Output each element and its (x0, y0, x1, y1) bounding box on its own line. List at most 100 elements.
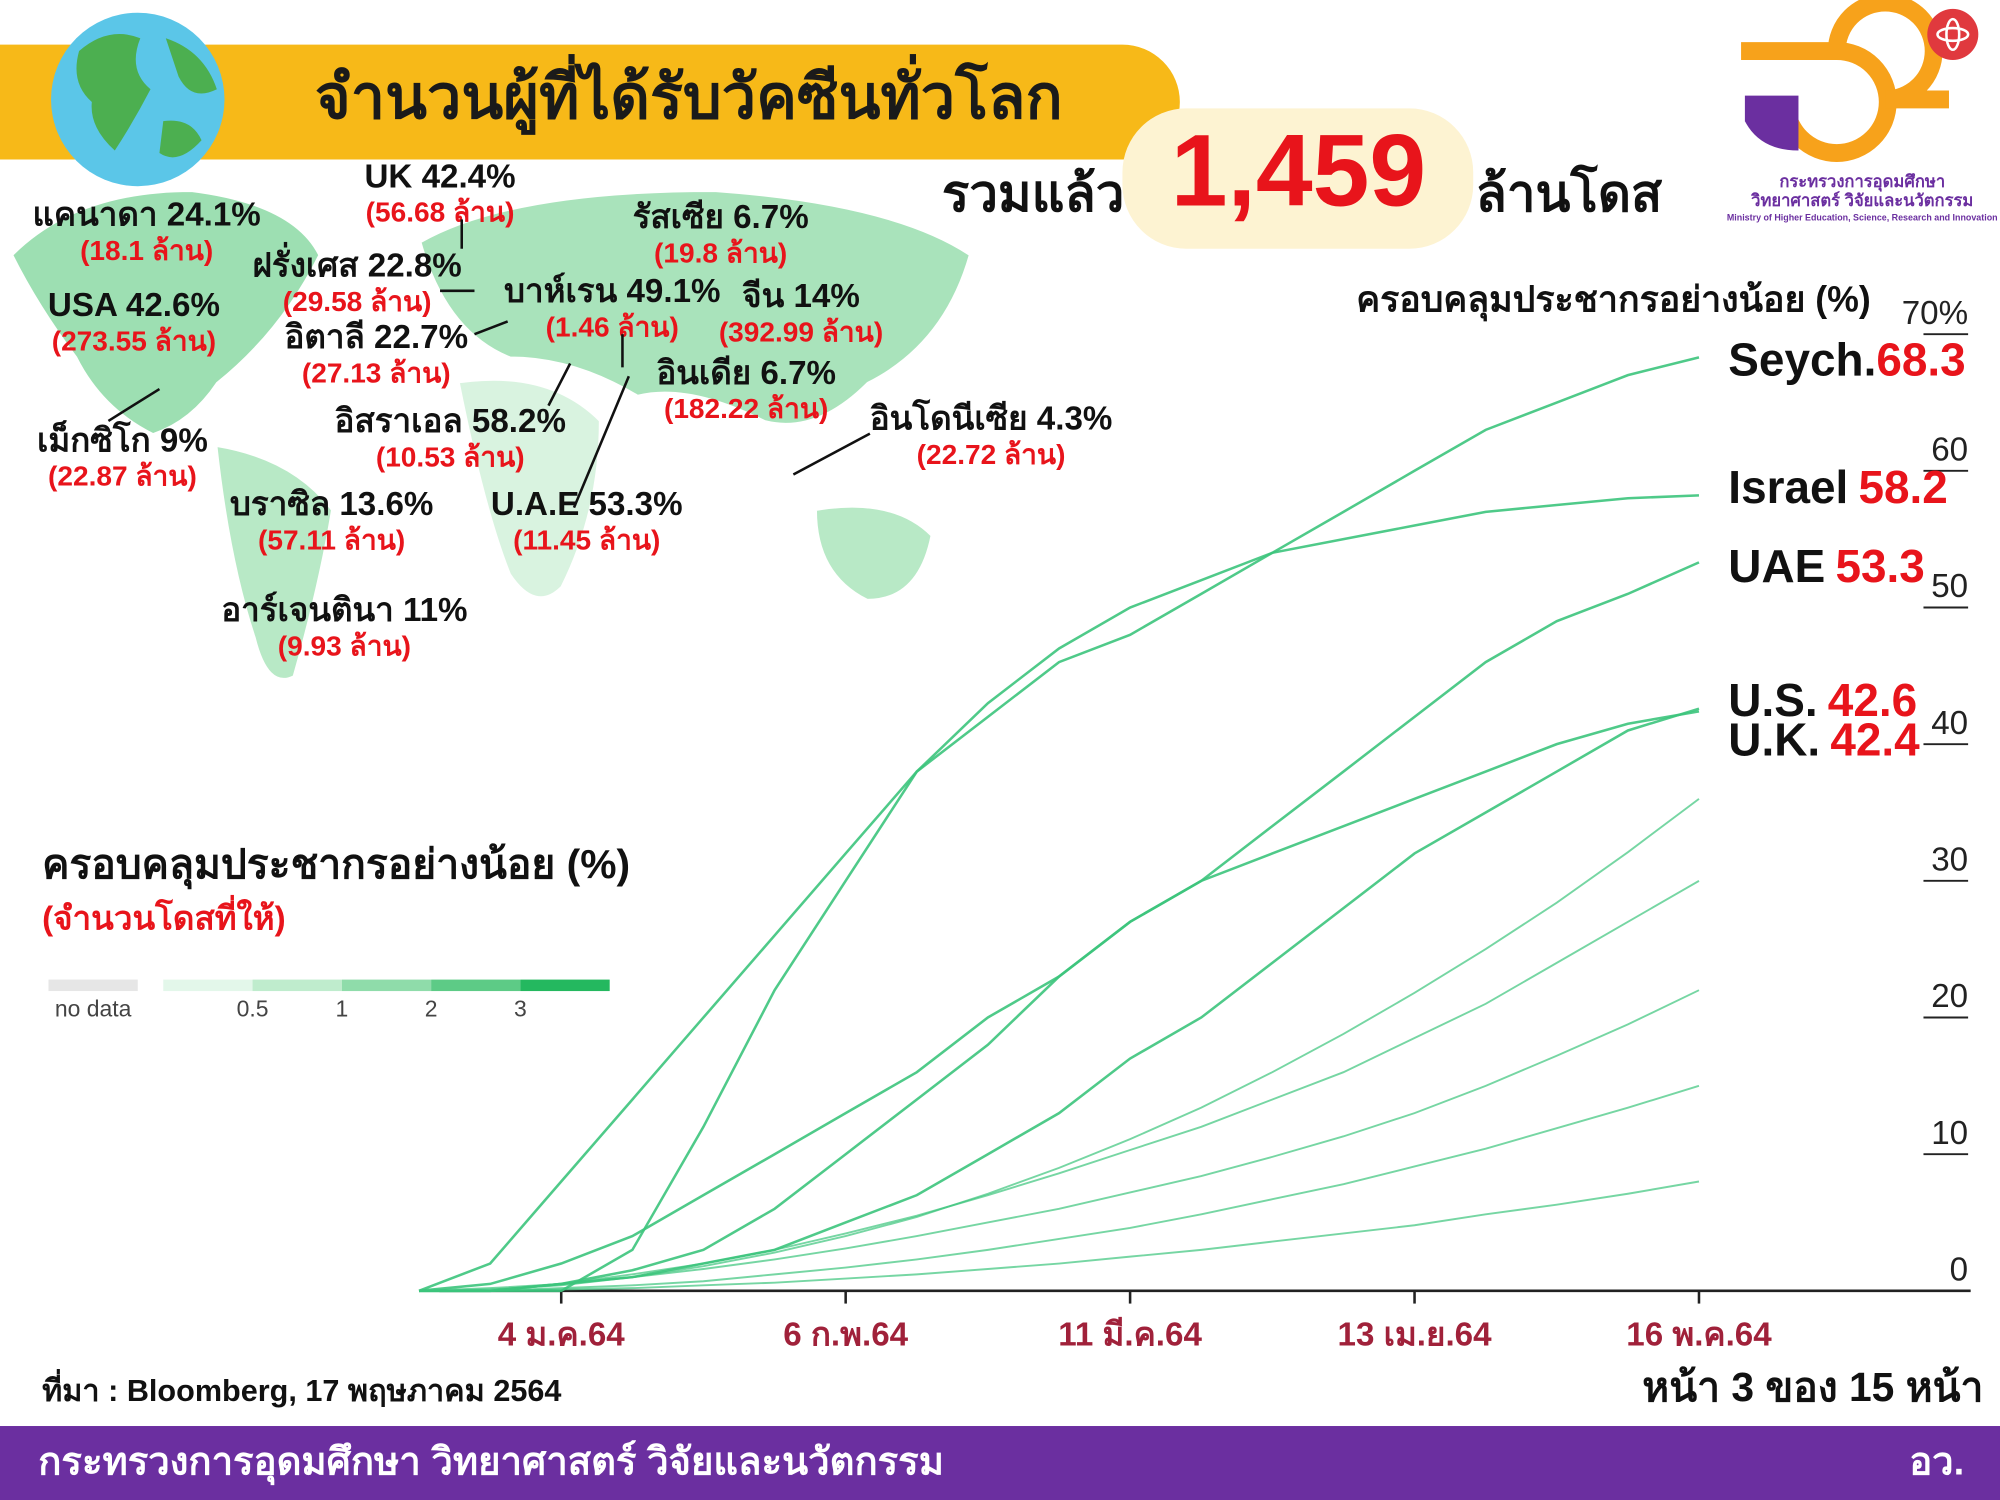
series-name: U.S. (1728, 674, 1817, 726)
y-tick-label: 70% (1902, 295, 1968, 332)
legend-swatch (341, 979, 432, 992)
country-doses: (182.22 ล้าน) (664, 393, 828, 424)
ministry-short: อว. (1909, 1440, 1964, 1483)
y-tick-label: 0 (1950, 1251, 1968, 1288)
legend-swatch (48, 979, 138, 992)
country-name: อินเดีย 6.7% (656, 354, 836, 392)
country-doses: (11.45 ล้าน) (513, 524, 660, 555)
country-doses: (392.99 ล้าน) (719, 317, 883, 348)
series-line (418, 561, 1700, 1293)
total: 1,459 (1171, 114, 1426, 228)
x-tick-label: 11 มี.ค.64 (1058, 1316, 1202, 1354)
series-line (419, 710, 1700, 1293)
logo-line: วิทยาศาสตร์ วิจัยและนวัตกรรม (1750, 191, 1973, 210)
series-line (418, 989, 1700, 1292)
country-name: เม็กซิโก 9% (37, 419, 208, 459)
series-value: 58.2 (1858, 461, 1947, 513)
y-tick-label: 30 (1931, 841, 1968, 878)
logo-line: Ministry of Higher Education, Science, R… (1727, 212, 1998, 222)
series-line (419, 707, 1700, 1293)
series-value: 42.6 (1828, 674, 1917, 726)
country-name: U.A.E 53.3% (491, 486, 683, 523)
country-doses: (19.8 ล้าน) (654, 238, 787, 269)
country-name: อิตาลี 22.7% (284, 318, 468, 356)
series-name: Seych. (1728, 334, 1876, 386)
legend-label: no data (55, 995, 132, 1021)
x-tick-label: 13 เม.ย.64 (1338, 1317, 1493, 1354)
legend-swatch (520, 979, 610, 992)
series-label: U.S. 42.6 (1728, 674, 1917, 726)
title: จำนวนผู้ที่ได้รับวัคซีนทั่วโลก (315, 54, 1063, 135)
country-doses: (273.55 ล้าน) (52, 326, 216, 357)
logo (1741, 0, 1979, 162)
series-line (419, 1180, 1700, 1292)
series-label: Israel 58.2 (1728, 461, 1948, 513)
series-value: 42.4 (1830, 714, 1920, 766)
country-name: รัสเซีย 6.7% (633, 198, 809, 236)
header-band (0, 44, 1180, 160)
country-name: USA 42.6% (48, 287, 220, 324)
ministry: กระทรวงการอุดมศึกษา วิทยาศาสตร์ วิจัยและ… (38, 1439, 944, 1485)
source: ที่มา : Bloomberg, 17 พฤษภาคม 2564 (42, 1369, 561, 1408)
country-name: อาร์เจนตินา 11% (221, 591, 467, 629)
total-box (1122, 108, 1474, 249)
legend-label: 3 (514, 995, 527, 1021)
country-name: UK 42.4% (364, 158, 515, 195)
series-line (419, 1084, 1700, 1292)
series-value: 53.3 (1835, 540, 1924, 592)
series-name: UAE (1728, 540, 1825, 592)
total-prefix: รวมแล้ว (942, 165, 1124, 222)
country-doses: (1.46 ล้าน) (546, 311, 679, 342)
legend-title: ครอบคลุมประชากรอย่างน้อย (%) (42, 841, 630, 890)
legend-subtitle: (จำนวนโดสที่ให้) (42, 895, 286, 938)
country-doses: (29.58 ล้าน) (283, 286, 432, 317)
y-tick-label: 10 (1931, 1115, 1968, 1152)
series-line (419, 880, 1700, 1292)
legend-swatch (431, 979, 521, 992)
country-doses: (22.87 ล้าน) (48, 461, 197, 492)
page-number: หน้า 3 ของ 15 หน้า (1642, 1364, 1983, 1410)
country-doses: (9.93 ล้าน) (278, 630, 411, 661)
series-label: U.K. 42.4 (1728, 714, 1920, 766)
y-tick-label: 50 (1931, 568, 1968, 605)
country-name: จีน 14% (742, 277, 860, 315)
series-name: Israel (1728, 461, 1848, 513)
globe (51, 12, 225, 187)
chart: 0 10 20 30 40 50 60 70% 4 ม.ค.64 6 ก.พ.64 11 มี.ค.… (418, 295, 1971, 1354)
series-value: 68.3 (1876, 334, 1965, 386)
country-doses: (56.68 ล้าน) (366, 197, 515, 228)
footer-band (0, 1426, 2000, 1500)
country-name: ฝรั่งเศส 22.8% (253, 242, 462, 285)
map-legend: no data 0.5 1 2 3 (48, 979, 610, 1021)
y-tick-label: 60 (1931, 431, 1968, 468)
country-name: อิสราเอล 58.2% (335, 403, 566, 440)
country-name: บราซิล 13.6% (230, 486, 434, 523)
series-label: UAE 53.3 (1728, 540, 1925, 592)
legend-label: 2 (425, 995, 438, 1021)
legend-swatch (252, 979, 342, 992)
map-labels: แคนาดา 24.1%(18.1 ล้าน) UK 42.4%(56.68 ล้… (33, 158, 1113, 661)
world-map (11, 190, 971, 680)
total-unit: ล้านโดส (1476, 163, 1663, 222)
country-name: อินโดนีเซีย 4.3% (870, 399, 1113, 438)
x-tick-label: 6 ก.พ.64 (783, 1317, 908, 1354)
x-tick-label: 4 ม.ค.64 (498, 1317, 626, 1354)
country-name: บาห์เรน 49.1% (504, 272, 721, 310)
country-doses: (18.1 ล้าน) (80, 235, 213, 266)
x-tick-label: 16 พ.ค.64 (1626, 1317, 1772, 1354)
legend-label: 0.5 (237, 995, 269, 1021)
country-doses: (27.13 ล้าน) (302, 357, 451, 388)
logo-line: กระทรวงการอุดมศึกษา (1779, 172, 1945, 192)
chart-title: ครอบคลุมประชากรอย่างน้อย (%) (1356, 280, 1871, 322)
y-tick-label: 40 (1931, 705, 1968, 742)
y-tick-label: 20 (1931, 978, 1968, 1015)
country-doses: (57.11 ล้าน) (258, 524, 405, 555)
legend-label: 1 (335, 995, 348, 1021)
map-arrows (107, 219, 871, 509)
series-name: U.K. (1728, 714, 1820, 766)
series-label: Seych.68.3 (1728, 334, 1965, 386)
series-line (419, 356, 1700, 1293)
country-doses: (22.72 ล้าน) (917, 439, 1066, 470)
